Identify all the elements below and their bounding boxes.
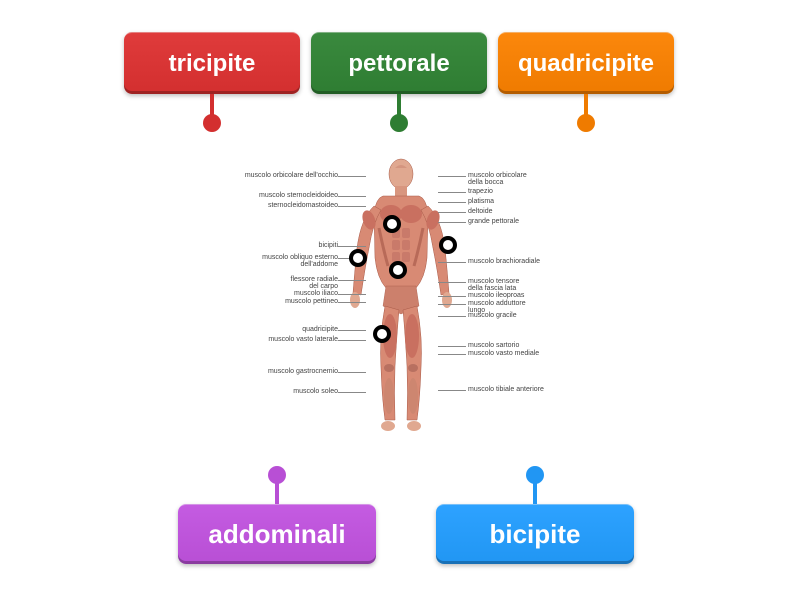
anatomy-label-right: platisma (468, 198, 494, 205)
label-pin (577, 114, 595, 132)
anatomy-leader-line (438, 304, 466, 305)
drop-target-t-bicipite[interactable] (349, 249, 367, 267)
anatomy-leader-line (438, 346, 466, 347)
label-pin-stem (397, 94, 401, 116)
anatomy-leader-line (438, 176, 466, 177)
anatomy-leader-line (438, 354, 466, 355)
label-pin (203, 114, 221, 132)
anatomy-leader-line (338, 340, 366, 341)
drop-target-t-addominali[interactable] (389, 261, 407, 279)
anatomy-leader-line (338, 280, 366, 281)
label-pin-stem (275, 482, 279, 504)
anatomy-label-left: muscolo gastrocnemio (238, 368, 338, 375)
anatomy-diagram: muscolo orbicolare dell'occhiomuscolo st… (248, 154, 554, 438)
anatomy-leader-line (338, 330, 366, 331)
label-tile-text: tricipite (169, 50, 256, 78)
anatomy-label-left: bicipiti (238, 242, 338, 249)
label-pin-stem (210, 94, 214, 116)
label-tile-text: addominali (208, 519, 345, 550)
anatomy-label-left: muscolo soleo (238, 388, 338, 395)
anatomy-leader-line (438, 282, 466, 283)
anatomy-leader-line (438, 202, 466, 203)
anatomy-label-left: muscolo sternocleidoideo (238, 192, 338, 199)
anatomy-leader-line (438, 390, 466, 391)
label-pin (526, 466, 544, 484)
anatomy-leader-line (338, 302, 366, 303)
anatomy-label-right: grande pettorale (468, 218, 519, 225)
anatomy-leader-line (338, 372, 366, 373)
anatomy-label-left: muscolo iliaco (238, 290, 338, 297)
label-tile-text: quadricipite (518, 50, 654, 78)
anatomy-label-left: flessore radialedel carpo (238, 276, 338, 290)
label-pin-stem (584, 94, 588, 116)
anatomy-label-right: muscolo vasto mediale (468, 350, 539, 357)
anatomy-label-right: muscolo gracile (468, 312, 517, 319)
anatomy-leader-line (438, 296, 466, 297)
drop-target-t-pettorale[interactable] (383, 215, 401, 233)
drop-target-t-quadricipite[interactable] (373, 325, 391, 343)
anatomy-label-left: muscolo obliquo esternodell'addome (238, 254, 338, 268)
label-tile-tricipite[interactable]: tricipite (124, 32, 300, 94)
anatomy-label-right: muscolo tibiale anteriore (468, 386, 544, 393)
anatomy-leader-line (338, 294, 366, 295)
anatomy-leader-line (438, 262, 466, 263)
anatomy-label-left: muscolo pettineo (238, 298, 338, 305)
anatomy-leader-line (338, 176, 366, 177)
label-tile-pettorale[interactable]: pettorale (311, 32, 487, 94)
anatomy-label-left: sternocleidomastoideo (238, 202, 338, 209)
anatomy-leader-line (438, 212, 466, 213)
anatomy-label-right: muscolo sartorio (468, 342, 519, 349)
label-pin-stem (533, 482, 537, 504)
anatomy-label-right: trapezio (468, 188, 493, 195)
anatomy-leader-line (338, 246, 366, 247)
label-tile-quadricipite[interactable]: quadricipite (498, 32, 674, 94)
anatomy-label-right: muscolo brachioradiale (468, 258, 540, 265)
anatomy-leader-line (438, 192, 466, 193)
label-tile-addominali[interactable]: addominali (178, 504, 376, 564)
drop-target-t-tricipite[interactable] (439, 236, 457, 254)
anatomy-leader-line (338, 206, 366, 207)
anatomy-label-left: muscolo orbicolare dell'occhio (238, 172, 338, 179)
anatomy-label-right: deltoide (468, 208, 493, 215)
anatomy-leader-line (438, 316, 466, 317)
anatomy-leader-line (438, 222, 466, 223)
label-tile-text: bicipite (489, 519, 580, 550)
anatomy-label-right: muscolo ileoproas (468, 292, 524, 299)
anatomy-leader-line (338, 196, 366, 197)
anatomy-leader-line (338, 392, 366, 393)
label-tile-text: pettorale (348, 50, 449, 78)
anatomy-label-right: muscolo tensoredella fascia lata (468, 278, 519, 292)
label-pin (268, 466, 286, 484)
anatomy-label-left: quadricipite (238, 326, 338, 333)
anatomy-label-right: muscolo orbicolaredella bocca (468, 172, 527, 186)
label-tile-bicipite[interactable]: bicipite (436, 504, 634, 564)
anatomy-label-left: muscolo vasto laterale (238, 336, 338, 343)
label-pin (390, 114, 408, 132)
